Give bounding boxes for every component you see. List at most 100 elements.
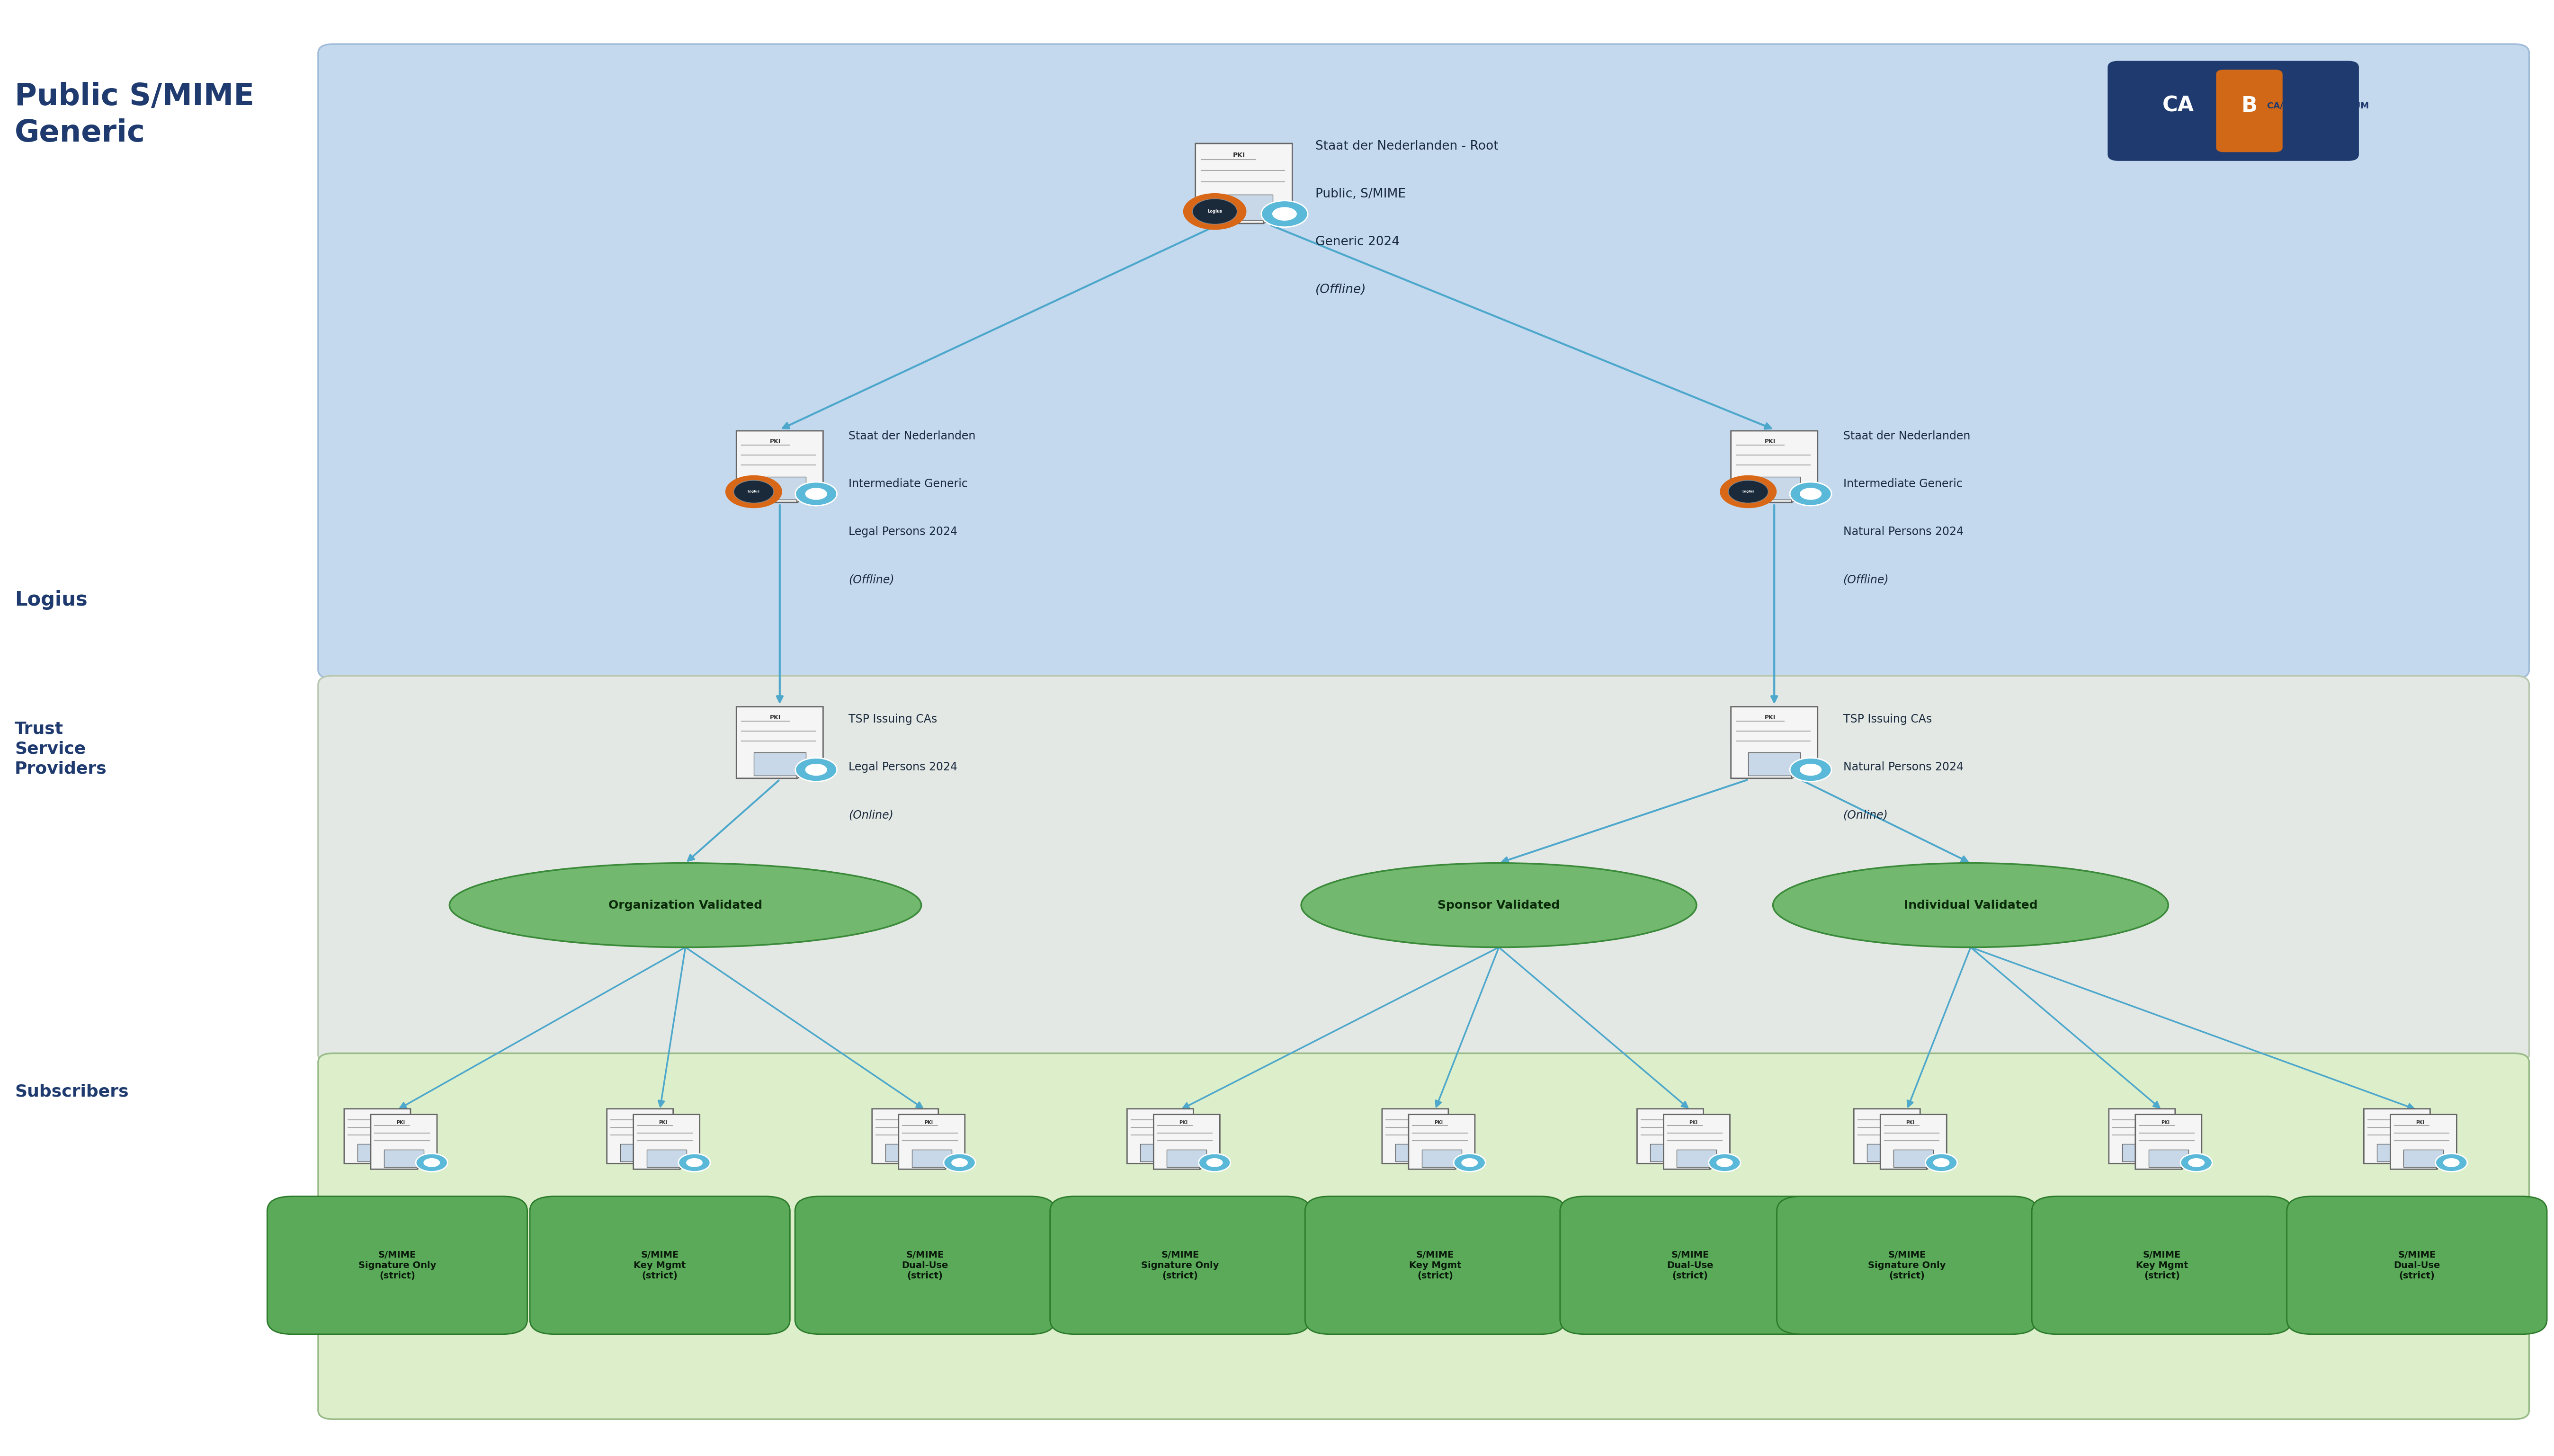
FancyBboxPatch shape (753, 476, 805, 499)
Text: PKI: PKI (1765, 715, 1775, 721)
Text: (Online): (Online) (848, 810, 894, 821)
Text: PKI: PKI (2391, 1115, 2398, 1120)
Text: S/MIME
Dual-Use
(strict): S/MIME Dual-Use (strict) (2393, 1251, 2439, 1280)
Polygon shape (797, 763, 822, 779)
Polygon shape (1410, 1114, 1474, 1169)
Text: Logius: Logius (1742, 491, 1755, 494)
Text: Organization Validated: Organization Validated (608, 900, 761, 911)
Polygon shape (1663, 1114, 1729, 1169)
FancyBboxPatch shape (621, 1144, 659, 1162)
FancyBboxPatch shape (1778, 1197, 2038, 1334)
Polygon shape (391, 1152, 411, 1163)
Circle shape (1193, 199, 1236, 224)
Circle shape (1198, 1153, 1231, 1172)
FancyBboxPatch shape (319, 44, 2528, 678)
Circle shape (942, 1153, 976, 1172)
Circle shape (2189, 1158, 2204, 1168)
Polygon shape (1854, 1109, 1921, 1163)
Text: CA: CA (2163, 96, 2194, 116)
Polygon shape (2181, 1158, 2202, 1169)
Text: S/MIME
Dual-Use
(strict): S/MIME Dual-Use (strict) (902, 1251, 948, 1280)
Circle shape (1453, 1153, 1486, 1172)
FancyBboxPatch shape (1893, 1149, 1933, 1168)
Polygon shape (1126, 1109, 1193, 1163)
Polygon shape (2437, 1158, 2457, 1169)
Text: S/MIME
Signature Only
(strict): S/MIME Signature Only (strict) (1867, 1251, 1946, 1280)
Circle shape (416, 1153, 447, 1172)
Circle shape (424, 1158, 439, 1168)
Text: PKI: PKI (1663, 1115, 1670, 1120)
FancyBboxPatch shape (1867, 1144, 1908, 1162)
Polygon shape (1926, 1158, 1946, 1169)
Polygon shape (1790, 488, 1818, 502)
Text: Logius: Logius (748, 491, 761, 494)
Polygon shape (1637, 1109, 1704, 1163)
Text: TSP Issuing CAs: TSP Issuing CAs (1844, 713, 1931, 725)
Text: Staat der Nederlanden: Staat der Nederlanden (848, 431, 976, 441)
Circle shape (1798, 488, 1821, 501)
Circle shape (2442, 1158, 2460, 1168)
Polygon shape (871, 1109, 937, 1163)
Polygon shape (1732, 431, 1818, 502)
Circle shape (805, 488, 827, 501)
Text: (Online): (Online) (1844, 810, 1887, 821)
Text: PKI: PKI (1234, 153, 1246, 159)
FancyBboxPatch shape (358, 1144, 398, 1162)
Text: (Offline): (Offline) (848, 574, 894, 585)
FancyBboxPatch shape (1560, 1197, 1821, 1334)
Polygon shape (1732, 706, 1818, 779)
Circle shape (1183, 194, 1246, 229)
FancyBboxPatch shape (1678, 1149, 1716, 1168)
Text: TSP Issuing CAs: TSP Issuing CAs (848, 713, 937, 725)
Polygon shape (633, 1114, 700, 1169)
Polygon shape (736, 706, 822, 779)
Text: S/MIME
Signature Only
(strict): S/MIME Signature Only (strict) (358, 1251, 437, 1280)
Polygon shape (2156, 1152, 2176, 1163)
Text: PKI: PKI (896, 1115, 907, 1120)
Text: Public S/MIME
Generic: Public S/MIME Generic (15, 82, 255, 147)
FancyBboxPatch shape (1423, 1149, 1461, 1168)
Text: Trust
Service
Providers: Trust Service Providers (15, 721, 107, 776)
Polygon shape (1382, 1109, 1448, 1163)
FancyBboxPatch shape (1050, 1197, 1310, 1334)
Circle shape (1798, 763, 1821, 776)
Circle shape (725, 476, 782, 508)
Polygon shape (945, 1158, 965, 1169)
Text: Intermediate Generic: Intermediate Generic (848, 478, 968, 489)
Polygon shape (679, 1158, 700, 1169)
Text: S/MIME
Key Mgmt
(strict): S/MIME Key Mgmt (strict) (633, 1251, 687, 1280)
FancyBboxPatch shape (2122, 1144, 2161, 1162)
Text: PKI: PKI (1765, 438, 1775, 444)
Circle shape (2181, 1153, 2212, 1172)
Text: Staat der Nederlanden: Staat der Nederlanden (1844, 431, 1969, 441)
Polygon shape (1264, 207, 1292, 223)
Ellipse shape (450, 863, 922, 948)
FancyBboxPatch shape (912, 1149, 953, 1168)
FancyBboxPatch shape (1216, 195, 1272, 220)
Circle shape (733, 480, 774, 504)
Text: S/MIME
Dual-Use
(strict): S/MIME Dual-Use (strict) (1668, 1251, 1714, 1280)
Circle shape (684, 1158, 702, 1168)
Circle shape (1205, 1158, 1223, 1168)
Ellipse shape (1772, 863, 2168, 948)
Text: Legal Persons 2024: Legal Persons 2024 (848, 526, 958, 537)
Polygon shape (1200, 1158, 1221, 1169)
Text: PKI: PKI (1880, 1115, 1887, 1120)
Circle shape (794, 759, 838, 782)
Text: Legal Persons 2024: Legal Persons 2024 (848, 761, 958, 773)
Text: PKI: PKI (769, 438, 782, 444)
FancyBboxPatch shape (268, 1197, 526, 1334)
Polygon shape (654, 1152, 674, 1163)
FancyBboxPatch shape (2403, 1149, 2444, 1168)
Text: PKI: PKI (2161, 1120, 2168, 1125)
Text: PKI: PKI (2135, 1115, 2143, 1120)
Circle shape (2437, 1153, 2467, 1172)
FancyBboxPatch shape (2286, 1197, 2546, 1334)
Text: PKI: PKI (1688, 1120, 1698, 1125)
Circle shape (1716, 1158, 1734, 1168)
Circle shape (1790, 482, 1831, 505)
Circle shape (1729, 480, 1767, 504)
Text: PKI: PKI (370, 1115, 378, 1120)
Polygon shape (2135, 1114, 2202, 1169)
Text: Natural Persons 2024: Natural Persons 2024 (1844, 526, 1964, 537)
